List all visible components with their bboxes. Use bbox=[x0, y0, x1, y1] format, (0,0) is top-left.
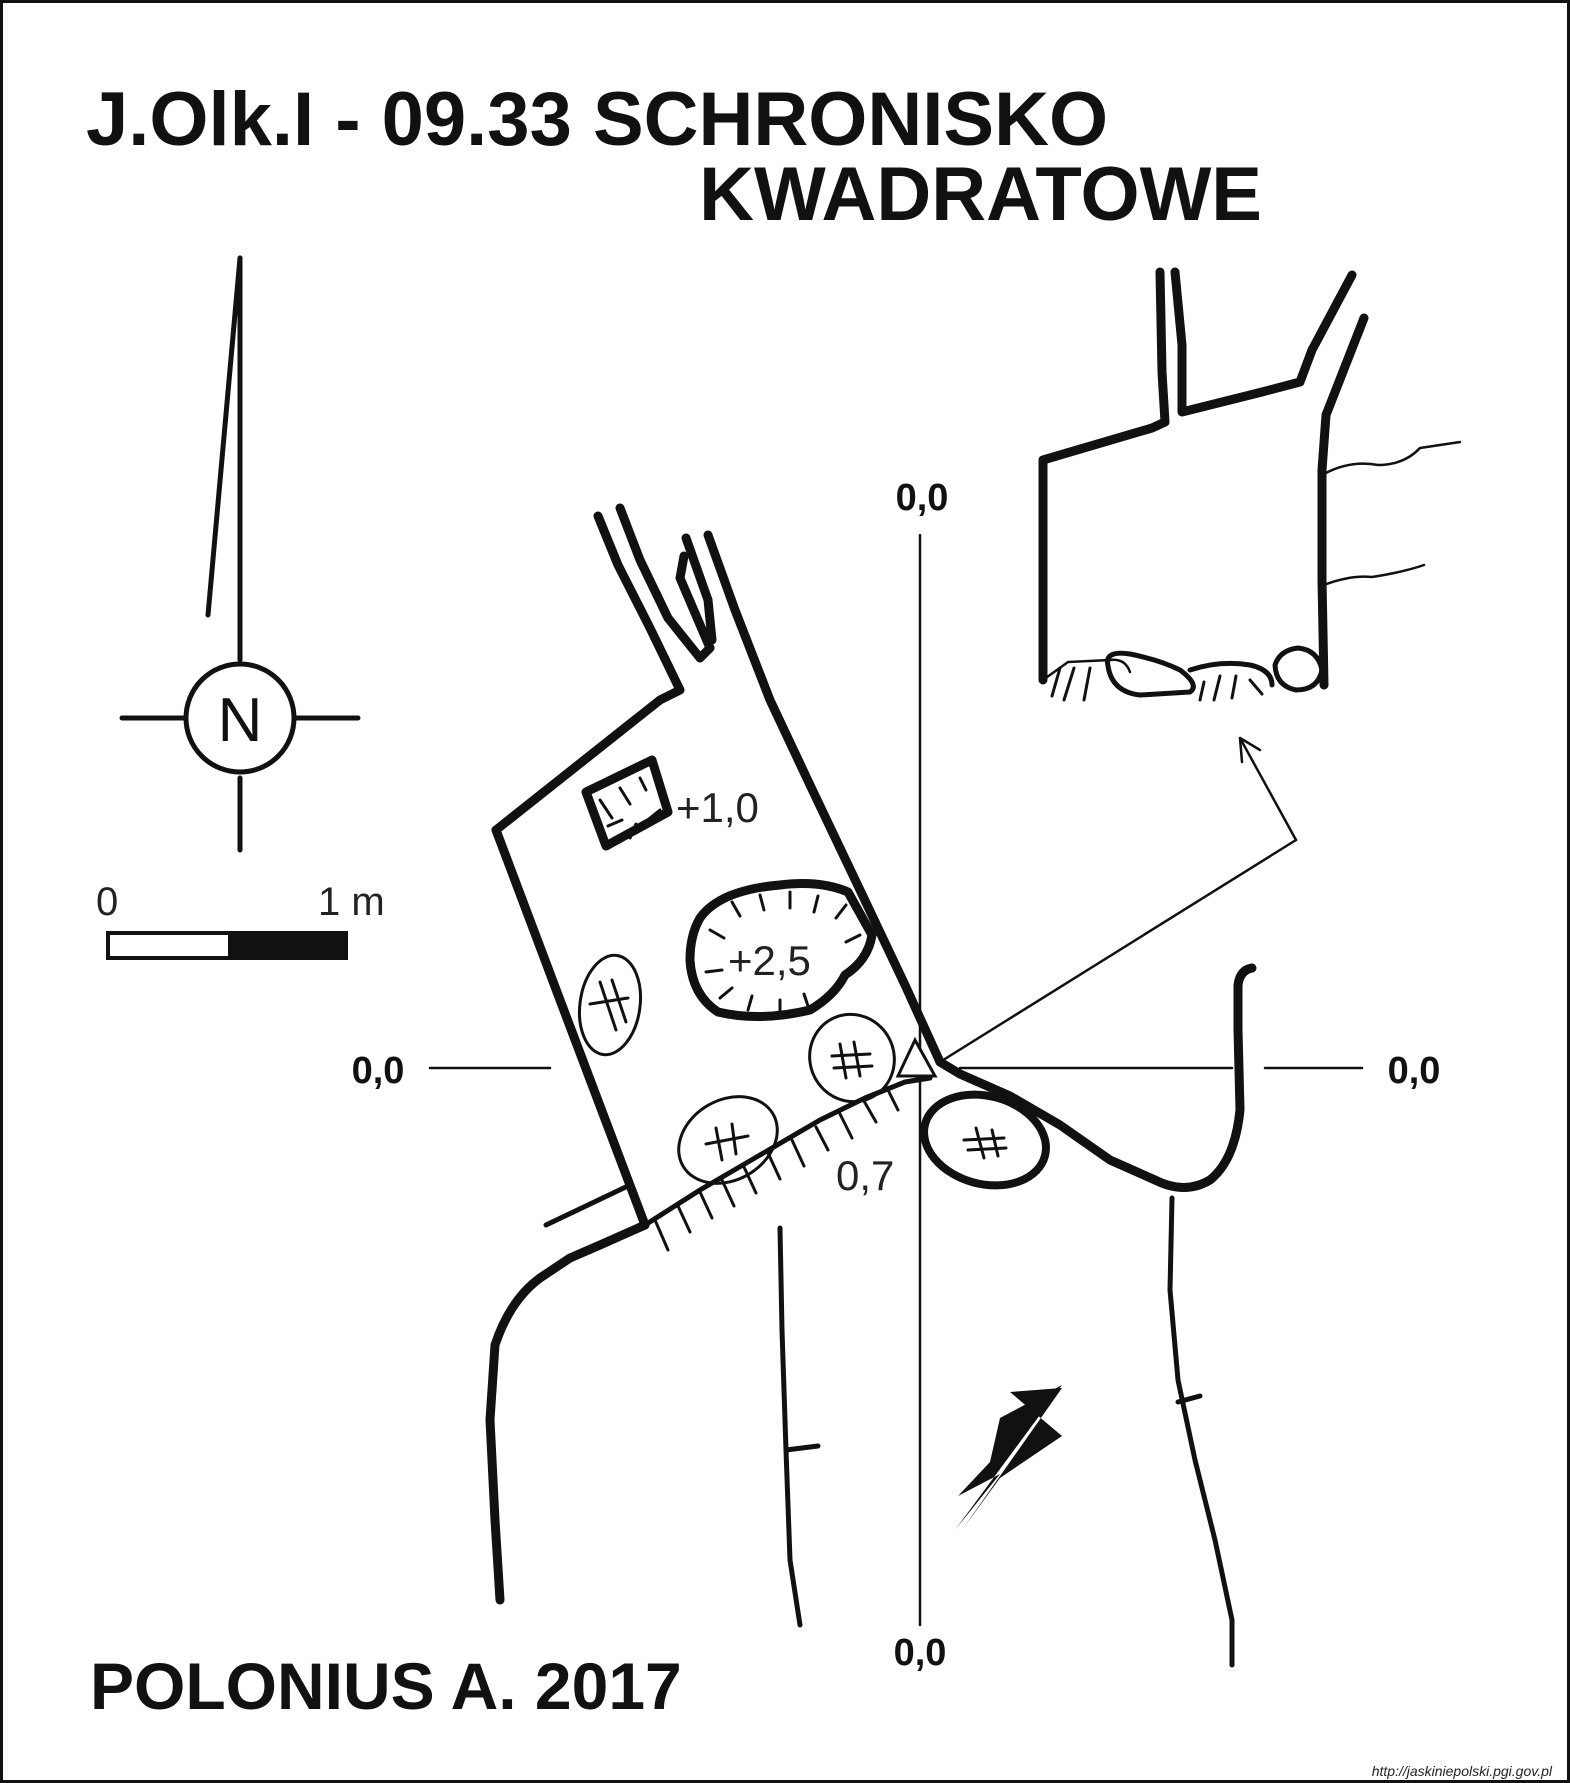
elevation-central-block: +2,5 bbox=[728, 937, 811, 984]
terrain-lines bbox=[777, 1195, 1235, 1668]
cave-walls bbox=[485, 503, 1257, 1605]
elevation-entrance-floor: 0,7 bbox=[836, 1152, 894, 1199]
scale-bar: 0 1 m bbox=[96, 880, 385, 960]
boulder-entrance bbox=[920, 1090, 1050, 1190]
compass-n-label: N bbox=[218, 686, 263, 755]
source-url[interactable]: http://jaskiniepolski.pgi.gov.pl bbox=[1372, 1763, 1553, 1779]
map-title-line-2: KWADRATOWE bbox=[699, 152, 1262, 237]
north-arrow-icon: N bbox=[119, 255, 361, 853]
scale-end-label: 1 m bbox=[318, 880, 385, 924]
section-label-left: 0,0 bbox=[352, 1050, 405, 1092]
entrance-arrow-icon bbox=[955, 1385, 1062, 1530]
entrance-rim bbox=[642, 1036, 938, 1252]
entrance-arrow-fill bbox=[962, 1388, 1062, 1530]
scale-start-label: 0 bbox=[96, 880, 118, 924]
upper-rock-block bbox=[581, 755, 673, 851]
section-axes: 0,0 0,0 0,0 0,0 bbox=[352, 477, 1441, 1674]
elevation-upper-block: +1,0 bbox=[676, 784, 759, 831]
central-rock-block bbox=[685, 879, 877, 1021]
map-title-line-1: J.Olk.I - 09.33 SCHRONISKO bbox=[86, 77, 1108, 162]
cross-section bbox=[1038, 267, 1462, 702]
section-projection-arrow bbox=[938, 736, 1298, 1064]
section-label-top: 0,0 bbox=[896, 477, 949, 519]
boulder-left bbox=[577, 953, 643, 1057]
author-credit: POLONIUS A. 2017 bbox=[90, 1649, 682, 1723]
boulder-lower-left bbox=[677, 1095, 779, 1185]
section-label-right: 0,0 bbox=[1388, 1050, 1441, 1092]
section-label-bottom: 0,0 bbox=[894, 1632, 947, 1674]
boulder-center bbox=[808, 1012, 896, 1104]
